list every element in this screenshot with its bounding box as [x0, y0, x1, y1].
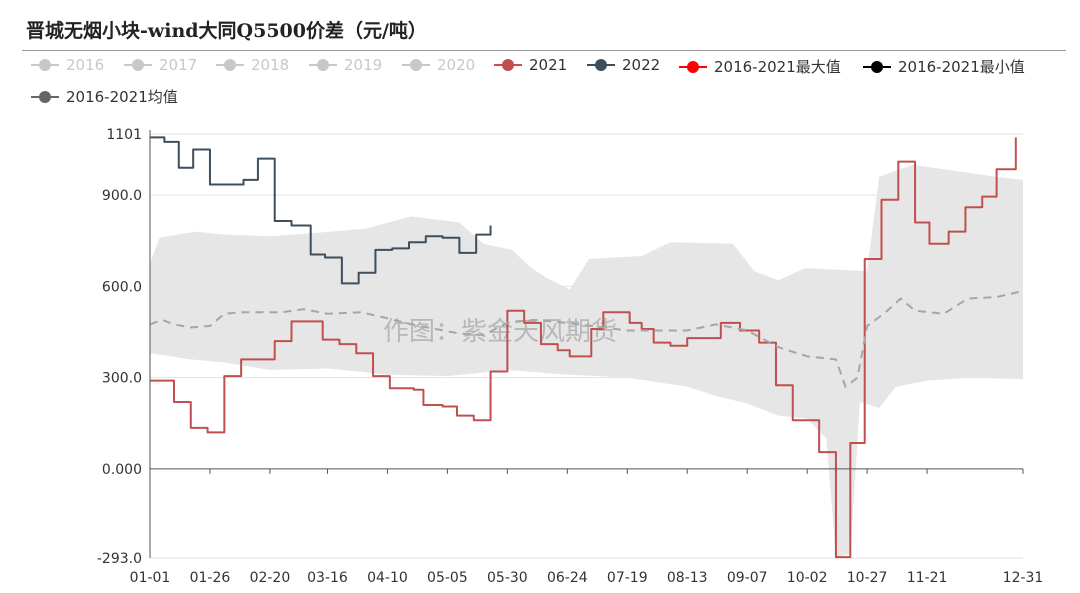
- legend-item-2016[interactable]: 2016: [30, 56, 104, 74]
- y-tick-label: 600.0: [102, 279, 142, 295]
- legend-marker-icon: [863, 60, 891, 73]
- legend-label: 2016-2021均值: [66, 88, 178, 106]
- legend-marker-icon: [587, 59, 615, 71]
- legend-label: 2017: [159, 56, 198, 74]
- title-divider: [22, 50, 1066, 51]
- y-tick-label: 1101: [106, 127, 142, 143]
- legend-item-2019[interactable]: 2019: [308, 56, 382, 74]
- y-tick-label: 300.0: [102, 371, 142, 387]
- y-tick-label: -293.0: [97, 551, 142, 567]
- x-tick-label: 12-31: [1003, 570, 1044, 586]
- legend-item-2016-2021最大值[interactable]: 2016-2021最大值: [678, 56, 841, 77]
- series-2021-line: [150, 137, 1017, 559]
- legend-item-2018[interactable]: 2018: [215, 56, 289, 74]
- x-tick-label: 04-10: [367, 570, 408, 586]
- x-tick-label: 01-26: [190, 570, 231, 586]
- y-tick-label: 900.0: [102, 188, 142, 204]
- legend-marker-icon: [309, 59, 337, 71]
- legend-marker-icon: [124, 59, 152, 71]
- x-tick-label: 09-07: [727, 570, 768, 586]
- legend-marker-icon: [494, 59, 522, 71]
- x-tick-label: 03-16: [307, 570, 348, 586]
- legend-item-2021[interactable]: 2021: [493, 56, 567, 74]
- legend-marker-icon: [216, 59, 244, 71]
- x-tick-label: 10-27: [847, 570, 888, 586]
- legend-item-2020[interactable]: 2020: [401, 56, 475, 74]
- x-tick-label: 06-24: [547, 570, 588, 586]
- legend-label: 2020: [437, 56, 476, 74]
- legend-marker-icon: [679, 60, 707, 73]
- legend-item-2017[interactable]: 2017: [123, 56, 197, 74]
- y-tick-label: 0.000: [102, 462, 142, 478]
- legend-item-2016-2021均值[interactable]: 2016-2021均值: [30, 86, 178, 107]
- legend-label: 2021: [529, 56, 568, 74]
- chart-title: 晋城无烟小块-wind大同Q5500价差（元/吨）: [26, 20, 427, 42]
- legend-label: 2016-2021最大值: [714, 58, 841, 76]
- legend-item-2022[interactable]: 2022: [586, 56, 660, 74]
- legend-label: 2016: [66, 56, 105, 74]
- legend-marker-icon: [31, 90, 59, 103]
- x-tick-label: 08-13: [667, 570, 708, 586]
- x-tick-label: 11-21: [907, 570, 948, 586]
- legend-label: 2019: [344, 56, 383, 74]
- x-tick-label: 10-02: [787, 570, 828, 586]
- legend-label: 2022: [622, 56, 661, 74]
- legend-marker-icon: [402, 59, 430, 71]
- x-tick-label: 01-01: [130, 570, 171, 586]
- series-2022-line: [150, 136, 492, 285]
- x-tick-label: 07-19: [607, 570, 648, 586]
- x-tick-label: 05-05: [427, 570, 468, 586]
- watermark: 作图：紫金天风期货: [383, 317, 617, 347]
- range-band: [150, 164, 1023, 558]
- x-tick-label: 02-20: [250, 570, 291, 586]
- legend-label: 2018: [251, 56, 290, 74]
- legend-marker-icon: [31, 59, 59, 71]
- legend-label: 2016-2021最小值: [898, 58, 1025, 76]
- legend-item-2016-2021最小值[interactable]: 2016-2021最小值: [862, 56, 1025, 77]
- x-tick-label: 05-30: [487, 570, 528, 586]
